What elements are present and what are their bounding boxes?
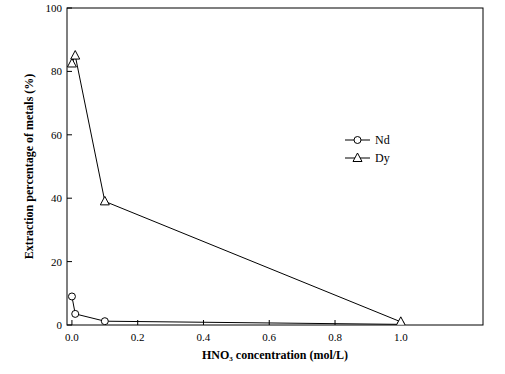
x-axis-label: HNO₃ concentration (mol/L) [202, 348, 348, 362]
x-tick-label: 0.8 [328, 331, 342, 343]
x-tick-label: 0.6 [262, 331, 276, 343]
plot-frame [67, 8, 483, 325]
legend: Nd Dy [345, 133, 390, 165]
y-axis-label: Extraction percentage of metals (%) [22, 74, 36, 260]
x-tick-label: 0.2 [131, 331, 145, 343]
y-tick [67, 325, 72, 326]
legend-marker [353, 153, 362, 162]
plot-area [67, 51, 405, 325]
y-tick [67, 261, 72, 262]
x-tick [71, 320, 72, 325]
series-line [72, 296, 401, 324]
x-tick [137, 320, 138, 325]
y-tick [67, 134, 72, 135]
y-tick [67, 198, 72, 199]
x-tick [335, 320, 336, 325]
legend-marker [354, 137, 361, 144]
data-point [68, 293, 75, 300]
data-point [67, 58, 76, 67]
data-point [100, 196, 109, 205]
y-tick [67, 71, 72, 72]
y-tick-label: 80 [51, 65, 63, 77]
data-point [71, 51, 80, 60]
y-tick-label: 40 [51, 192, 63, 204]
series-line [72, 56, 401, 322]
legend-label: Nd [375, 133, 390, 147]
y-tick-label: 0 [57, 319, 63, 331]
y-tick [67, 8, 72, 9]
x-tick-label: 1.0 [394, 331, 408, 343]
data-point [101, 318, 108, 325]
y-tick-label: 60 [51, 129, 63, 141]
data-point [72, 310, 79, 317]
x-tick-label: 0.4 [197, 331, 211, 343]
x-tick-label: 0.0 [65, 331, 79, 343]
legend-label: Dy [375, 151, 390, 165]
chart: 0.0 0.2 0.4 0.6 0.8 1.0 0 20 40 60 80 100 HNO₃ conce… [0, 0, 505, 374]
data-point [396, 317, 405, 325]
y-tick-label: 100 [46, 2, 63, 14]
y-tick-label: 20 [51, 256, 63, 268]
